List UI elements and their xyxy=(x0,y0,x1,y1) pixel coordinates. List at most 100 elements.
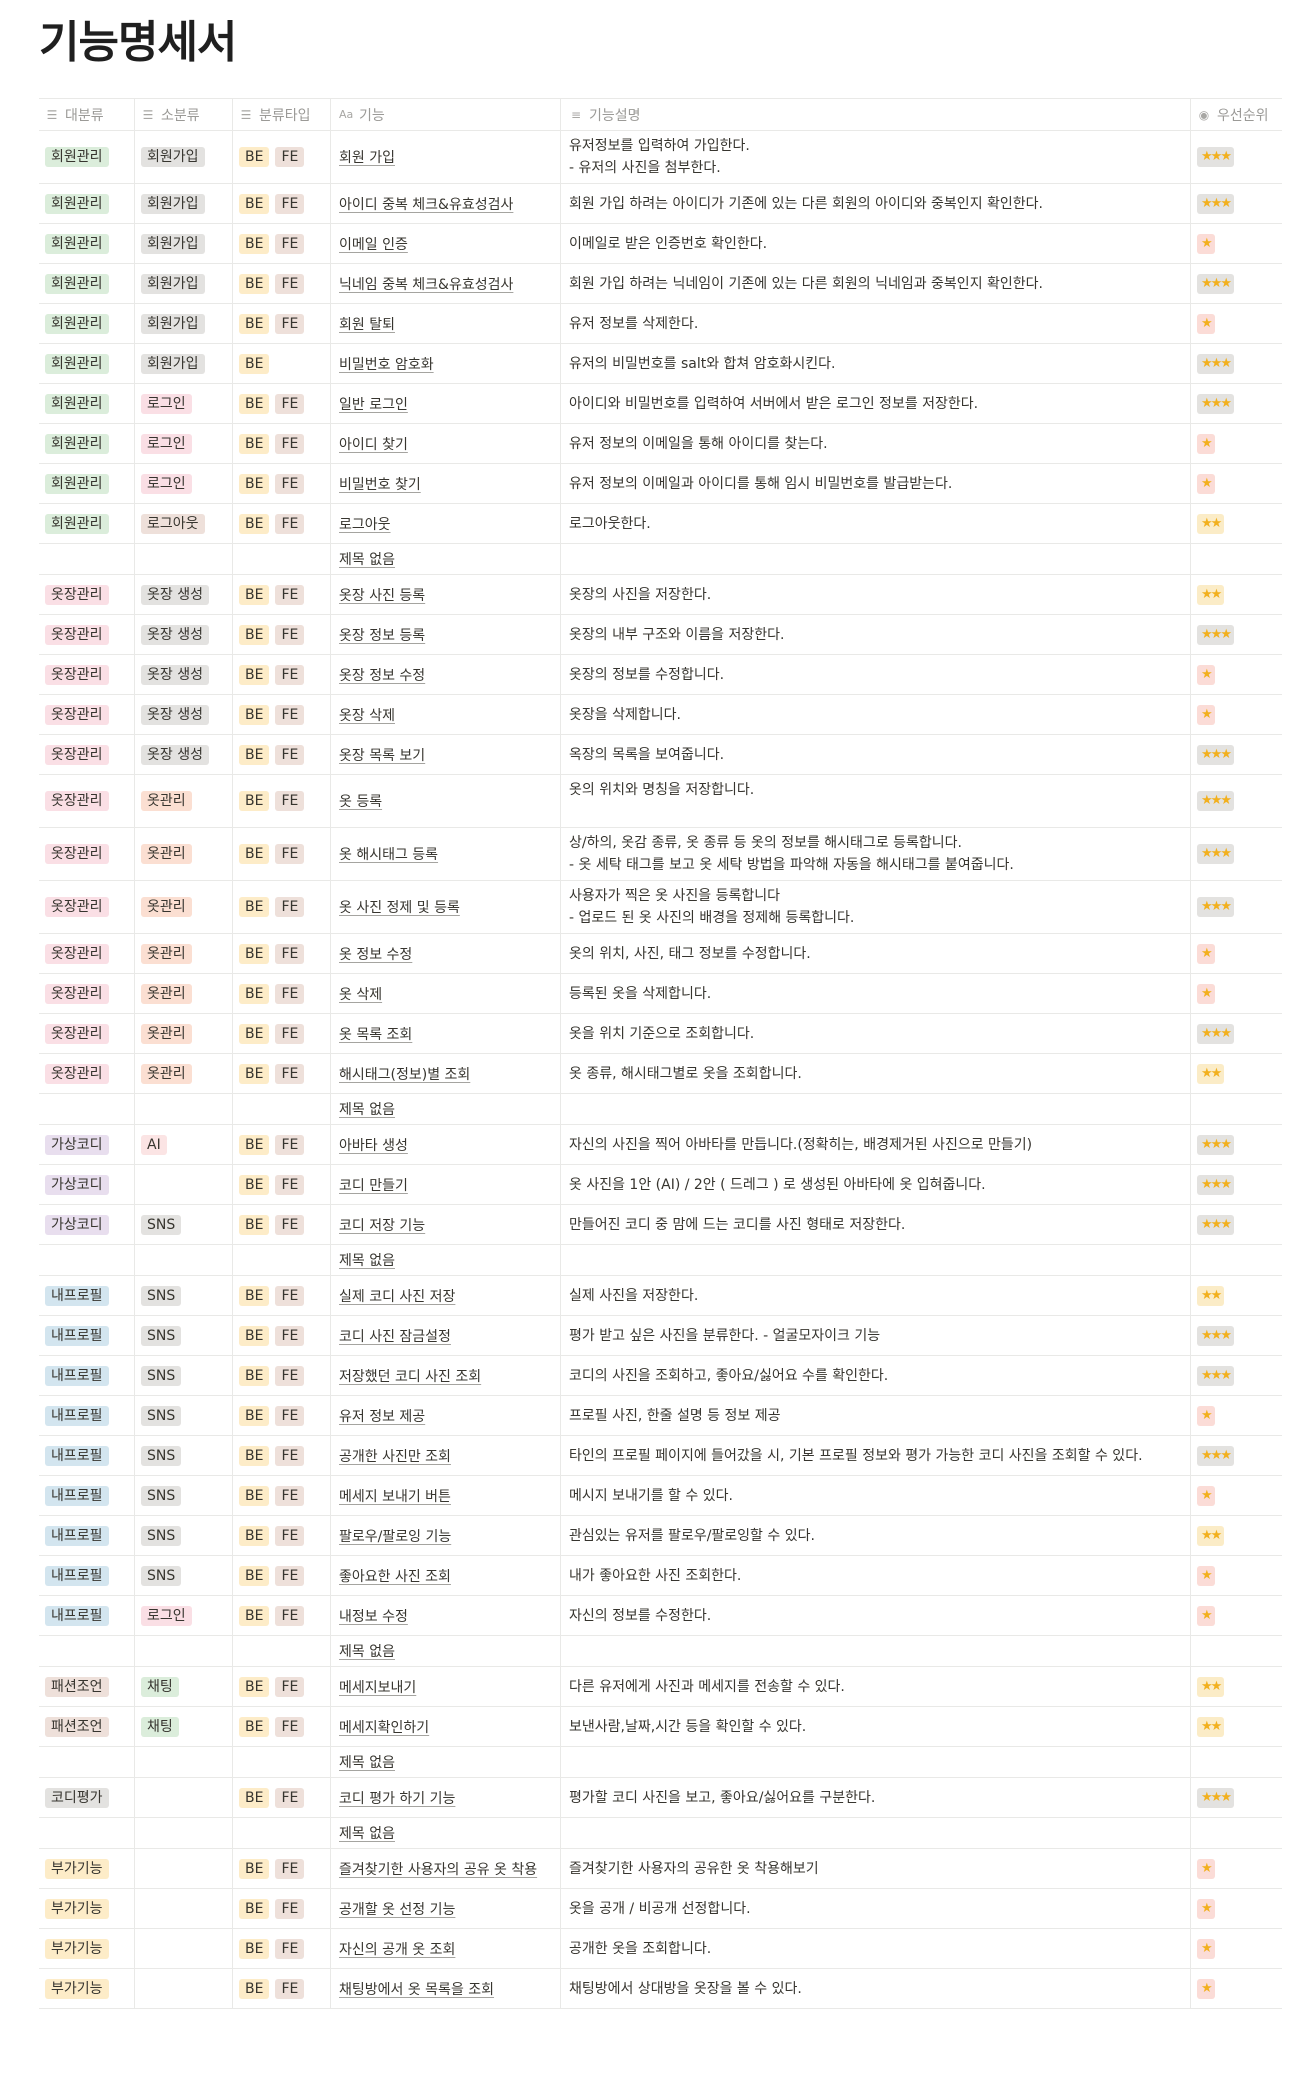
priority-cell[interactable]: ★★★ xyxy=(1191,264,1282,303)
table-row[interactable]: 가상코디 SNS BE FE 코디 저장 기능 만들어진 코디 중 맘에 드는 코디를 사… xyxy=(39,1205,1282,1245)
feature-cell[interactable]: 옷장 정보 수정 xyxy=(331,655,561,694)
table-row[interactable]: 회원관리 회원가입 BE FE 이메일 인증 이메일로 받은 인증번호 확인한다. ★ xyxy=(39,224,1282,264)
feature-link[interactable]: 옷 등록 xyxy=(339,794,383,810)
table-row[interactable]: 회원관리 로그인 BE FE 일반 로그인 아이디와 비밀번호를 입력하여 서버에서 받은… xyxy=(39,384,1282,424)
priority-cell[interactable]: ★★★ xyxy=(1191,1014,1282,1053)
feature-link[interactable]: 제목 없음 xyxy=(339,1826,395,1842)
subcategory-cell[interactable]: 채팅 xyxy=(135,1667,233,1706)
feature-cell[interactable]: 코디 저장 기능 xyxy=(331,1205,561,1244)
subcategory-cell[interactable] xyxy=(135,1889,233,1928)
category-cell[interactable]: 회원관리 xyxy=(39,504,135,543)
type-cell[interactable]: BE FE xyxy=(233,1969,331,2008)
category-cell[interactable]: 회원관리 xyxy=(39,424,135,463)
priority-cell[interactable]: ★★★ xyxy=(1191,384,1282,423)
category-cell[interactable]: 회원관리 xyxy=(39,304,135,343)
type-cell[interactable]: BE FE xyxy=(233,934,331,973)
priority-cell[interactable]: ★★ xyxy=(1191,1276,1282,1315)
table-row[interactable]: 내프로필 SNS BE FE 메세지 보내기 버튼 메시지 보내기를 할 수 있다. ★ xyxy=(39,1476,1282,1516)
description-cell[interactable]: 공개한 옷을 조회합니다. xyxy=(561,1929,1191,1968)
description-cell[interactable]: 실제 사진을 저장한다. xyxy=(561,1276,1191,1315)
table-row[interactable]: 부가기능 BE FE 즐겨찾기한 사용자의 공유 옷 착용 즐겨찾기한 사용자의 공유한… xyxy=(39,1849,1282,1889)
type-cell[interactable]: BE FE xyxy=(233,575,331,614)
subcategory-cell[interactable]: 로그인 xyxy=(135,384,233,423)
table-row[interactable]: 부가기능 BE FE 자신의 공개 옷 조회 공개한 옷을 조회합니다. ★ xyxy=(39,1929,1282,1969)
feature-cell[interactable]: 내정보 수정 xyxy=(331,1596,561,1635)
type-cell[interactable]: BE FE xyxy=(233,384,331,423)
feature-link[interactable]: 해시태그(정보)별 조회 xyxy=(339,1066,471,1083)
priority-cell[interactable]: ★★★ xyxy=(1191,1436,1282,1475)
subcategory-cell[interactable]: 회원가입 xyxy=(135,264,233,303)
feature-link[interactable]: 옷장 삭제 xyxy=(339,707,395,724)
description-cell[interactable]: 옷 종류, 해시태그별로 옷을 조회합니다. xyxy=(561,1054,1191,1093)
table-row[interactable]: 회원관리 회원가입 BE FE 아이디 중복 체크&유효성검사 회원 가입 하려는 아이디… xyxy=(39,184,1282,224)
feature-cell[interactable]: 공개한 사진만 조회 xyxy=(331,1436,561,1475)
priority-cell[interactable]: ★ xyxy=(1191,655,1282,694)
feature-cell[interactable]: 공개할 옷 선정 기능 xyxy=(331,1889,561,1928)
feature-cell[interactable]: 로그아웃 xyxy=(331,504,561,543)
table-row[interactable]: 옷장관리 옷장 생성 BE FE 옷장 사진 등록 옷장의 사진을 저장한다. ★★ xyxy=(39,575,1282,615)
feature-cell[interactable]: 실제 코디 사진 저장 xyxy=(331,1276,561,1315)
subcategory-cell[interactable]: SNS xyxy=(135,1356,233,1395)
column-header-subcategory[interactable]: ☰ 소분류 xyxy=(135,99,233,130)
type-cell[interactable]: BE FE xyxy=(233,1778,331,1817)
category-cell[interactable]: 회원관리 xyxy=(39,344,135,383)
subcategory-cell[interactable] xyxy=(135,1165,233,1204)
feature-cell[interactable]: 옷장 사진 등록 xyxy=(331,575,561,614)
feature-cell[interactable]: 옷 삭제 xyxy=(331,974,561,1013)
subcategory-cell[interactable]: SNS xyxy=(135,1205,233,1244)
table-row[interactable]: 옷장관리 옷관리 BE FE 옷 삭제 등록된 옷을 삭제합니다. ★ xyxy=(39,974,1282,1014)
description-cell[interactable]: 회원 가입 하려는 닉네임이 기존에 있는 다른 회원의 닉네임과 중복인지 확… xyxy=(561,264,1191,303)
subcategory-cell[interactable]: AI xyxy=(135,1125,233,1164)
feature-cell[interactable]: 일반 로그인 xyxy=(331,384,561,423)
description-cell[interactable]: 유저 정보를 삭제한다. xyxy=(561,304,1191,343)
feature-cell[interactable]: 회원 탈퇴 xyxy=(331,304,561,343)
description-cell[interactable]: 코디의 사진을 조회하고, 좋아요/싫어요 수를 확인한다. xyxy=(561,1356,1191,1395)
table-row[interactable]: 회원관리 회원가입 BE 비밀번호 암호화 유저의 비밀번호를 salt와 합쳐 암호화… xyxy=(39,344,1282,384)
feature-cell[interactable]: 옷장 정보 등록 xyxy=(331,615,561,654)
table-row[interactable]: 옷장관리 옷장 생성 BE FE 옷장 정보 등록 옷장의 내부 구조와 이름을 저장한다… xyxy=(39,615,1282,655)
category-cell[interactable]: 옷장관리 xyxy=(39,974,135,1013)
table-row[interactable]: 옷장관리 옷관리 BE FE 옷 사진 정제 및 등록 사용자가 찍은 옷 사진을 등록합… xyxy=(39,881,1282,934)
feature-cell[interactable]: 제목 없음 xyxy=(331,1818,561,1848)
type-cell[interactable]: BE FE xyxy=(233,424,331,463)
feature-link[interactable]: 옷 삭제 xyxy=(339,986,383,1003)
subcategory-cell[interactable]: SNS xyxy=(135,1436,233,1475)
type-cell[interactable]: BE FE xyxy=(233,1596,331,1635)
type-cell[interactable]: BE FE xyxy=(233,184,331,223)
feature-cell[interactable]: 유저 정보 제공 xyxy=(331,1396,561,1435)
description-cell[interactable]: 만들어진 코디 중 맘에 드는 코디를 사진 형태로 저장한다. xyxy=(561,1205,1191,1244)
table-row[interactable]: 가상코디 AI BE FE 아바타 생성 자신의 사진을 찍어 아바타를 만듭니다.(정확… xyxy=(39,1125,1282,1165)
description-cell[interactable]: 평가할 코디 사진을 보고, 좋아요/싫어요를 구분한다. xyxy=(561,1778,1191,1817)
type-cell[interactable]: BE FE xyxy=(233,1316,331,1355)
description-cell[interactable]: 옷의 위치와 명칭을 저장합니다. xyxy=(561,775,1191,827)
table-row[interactable]: 패션조언 채팅 BE FE 메세지보내기 다른 유저에게 사진과 메세지를 전송할 수 있… xyxy=(39,1667,1282,1707)
feature-cell[interactable]: 제목 없음 xyxy=(331,1636,561,1666)
feature-cell[interactable]: 즐겨찾기한 사용자의 공유 옷 착용 xyxy=(331,1849,561,1888)
subcategory-cell[interactable]: 회원가입 xyxy=(135,304,233,343)
category-cell[interactable]: 회원관리 xyxy=(39,384,135,423)
feature-cell[interactable]: 해시태그(정보)별 조회 xyxy=(331,1054,561,1093)
priority-cell[interactable]: ★★ xyxy=(1191,504,1282,543)
subcategory-cell[interactable] xyxy=(135,1747,233,1777)
type-cell[interactable]: BE FE xyxy=(233,1396,331,1435)
feature-link[interactable]: 닉네임 중복 체크&유효성검사 xyxy=(339,276,514,293)
priority-cell[interactable]: ★★★ xyxy=(1191,1205,1282,1244)
feature-link[interactable]: 유저 정보 제공 xyxy=(339,1408,426,1425)
type-cell[interactable]: BE FE xyxy=(233,1849,331,1888)
feature-link[interactable]: 제목 없음 xyxy=(339,1102,395,1118)
table-row[interactable]: 내프로필 SNS BE FE 저장했던 코디 사진 조회 코디의 사진을 조회하고, 좋아… xyxy=(39,1356,1282,1396)
category-cell[interactable]: 내프로필 xyxy=(39,1356,135,1395)
type-cell[interactable]: BE FE xyxy=(233,1436,331,1475)
type-cell[interactable]: BE FE xyxy=(233,1276,331,1315)
subcategory-cell[interactable]: 옷관리 xyxy=(135,974,233,1013)
description-cell[interactable]: 아이디와 비밀번호를 입력하여 서버에서 받은 로그인 정보를 저장한다. xyxy=(561,384,1191,423)
category-cell[interactable]: 옷장관리 xyxy=(39,1014,135,1053)
priority-cell[interactable]: ★ xyxy=(1191,304,1282,343)
description-cell[interactable]: 회원 가입 하려는 아이디가 기존에 있는 다른 회원의 아이디와 중복인지 확… xyxy=(561,184,1191,223)
feature-cell[interactable]: 옷 해시태그 등록 xyxy=(331,828,561,880)
subcategory-cell[interactable]: 옷장 생성 xyxy=(135,695,233,734)
table-row[interactable]: 회원관리 회원가입 BE FE 회원 탈퇴 유저 정보를 삭제한다. ★ xyxy=(39,304,1282,344)
feature-link[interactable]: 이메일 인증 xyxy=(339,236,408,253)
category-cell[interactable]: 회원관리 xyxy=(39,131,135,183)
category-cell[interactable]: 내프로필 xyxy=(39,1596,135,1635)
